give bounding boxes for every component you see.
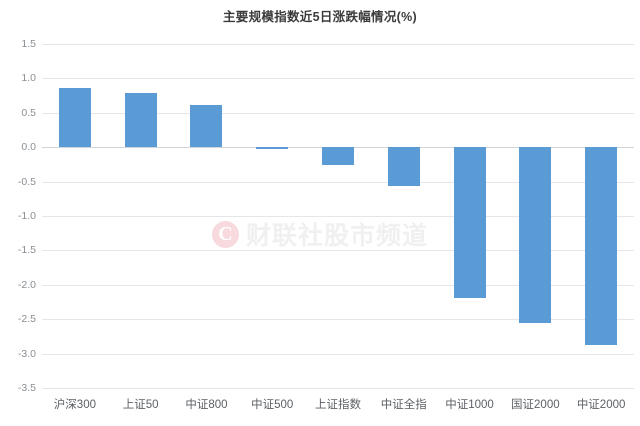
x-axis-tick-label: 中证全指: [380, 399, 427, 411]
gridline: [42, 388, 634, 389]
x-axis-tick-label: 中证2000: [576, 399, 626, 411]
x-axis-tick-label: 国证2000: [511, 399, 560, 411]
x-axis-tick-label: 中证800: [185, 399, 228, 411]
gridline: [42, 44, 634, 45]
gridline: [42, 353, 634, 355]
x-axis: 沪深300 上证50 中证800 中证500 上证指数 中证全指 中证1000 国证2000 中…: [42, 396, 634, 420]
bar[interactable]: [190, 105, 223, 148]
y-axis: 1.5 1.0 0.5 0.0 -0.5 -1.0 -1.5 -2.0 -2.5 -3.0 -3.5: [0, 38, 36, 394]
x-axis-tick-label: 中证1000: [445, 399, 494, 411]
x-axis-tick-label: 中证500: [251, 399, 294, 411]
bar[interactable]: [58, 88, 91, 148]
bar[interactable]: [256, 147, 289, 150]
y-axis-tick-label: 0.5: [21, 106, 36, 119]
y-axis-tick-label: -3.0: [17, 347, 36, 360]
gridline: [42, 319, 634, 321]
bar[interactable]: [124, 92, 157, 148]
bar[interactable]: [519, 147, 552, 323]
gridline: [42, 284, 634, 286]
chart-title: 主要规模指数近5日涨跌幅情况(%): [223, 10, 417, 24]
y-axis-tick-label: -0.5: [17, 175, 36, 188]
y-axis-tick-label: -1.5: [17, 244, 36, 257]
bar[interactable]: [585, 147, 618, 345]
gridline: [42, 78, 634, 80]
gridline: [42, 112, 634, 114]
y-axis-tick-label: 1.0: [21, 72, 36, 85]
bar[interactable]: [387, 147, 420, 187]
y-axis-tick-label: -3.5: [17, 382, 36, 394]
y-axis-tick-label: -2.0: [17, 278, 36, 291]
gridline: [42, 216, 634, 217]
y-axis-tick-label: 1.5: [21, 38, 36, 50]
y-axis-tick-label: 0.0: [21, 141, 36, 154]
x-axis-tick-label: 上证指数: [315, 399, 361, 411]
x-axis-tick-label: 沪深300: [53, 399, 96, 411]
y-axis-tick-label: -2.5: [17, 313, 36, 326]
plot-area: [42, 44, 634, 389]
y-axis-tick-label: -1.0: [17, 210, 36, 222]
bar[interactable]: [453, 147, 486, 298]
x-axis-tick-label: 上证50: [122, 399, 159, 411]
gridline: [42, 181, 634, 183]
gridline: [42, 250, 634, 252]
bar[interactable]: [322, 147, 354, 166]
